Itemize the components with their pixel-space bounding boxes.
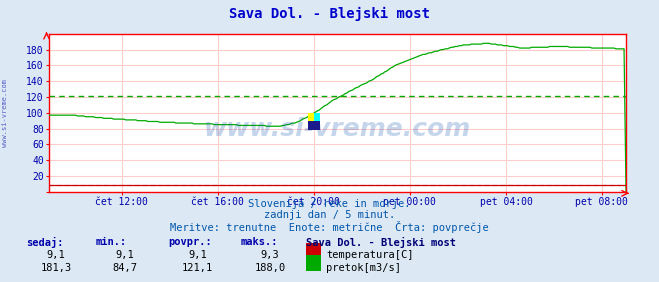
Text: maks.:: maks.: [241,237,278,247]
Text: 9,1: 9,1 [47,250,65,259]
Text: temperatura[C]: temperatura[C] [326,250,414,259]
Text: www.si-vreme.com: www.si-vreme.com [204,116,471,141]
Text: Sava Dol. - Blejski most: Sava Dol. - Blejski most [306,237,457,248]
Text: Slovenija / reke in morje.: Slovenija / reke in morje. [248,199,411,209]
Text: min.:: min.: [96,237,127,247]
Text: sedaj:: sedaj: [26,237,64,248]
Text: povpr.:: povpr.: [168,237,212,247]
Text: 188,0: 188,0 [254,263,286,273]
Text: 9,1: 9,1 [116,250,134,259]
Bar [308,122,320,130]
Text: 9,3: 9,3 [261,250,279,259]
Text: Sava Dol. - Blejski most: Sava Dol. - Blejski most [229,7,430,21]
Text: 181,3: 181,3 [40,263,72,273]
Text: 121,1: 121,1 [182,263,214,273]
Bar [308,113,314,130]
Text: www.si-vreme.com: www.si-vreme.com [2,79,9,147]
Bar [314,113,320,130]
Text: zadnji dan / 5 minut.: zadnji dan / 5 minut. [264,210,395,220]
Text: 9,1: 9,1 [188,250,207,259]
Text: 84,7: 84,7 [113,263,138,273]
Text: Meritve: trenutne  Enote: metrične  Črta: povprečje: Meritve: trenutne Enote: metrične Črta: … [170,221,489,233]
Text: pretok[m3/s]: pretok[m3/s] [326,263,401,273]
